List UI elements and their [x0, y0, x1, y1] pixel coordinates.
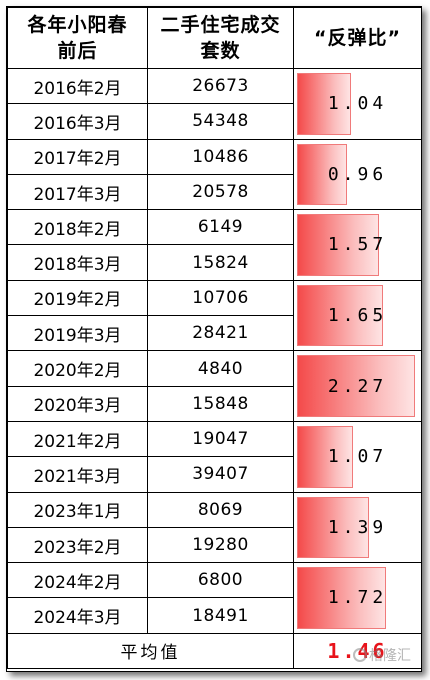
average-label: 平均值 — [7, 632, 294, 669]
month-cell: 2023年2月 — [7, 526, 148, 564]
table-row: 2024年2月 6800 1.72 — [7, 562, 421, 634]
month-cell: 2017年2月 — [7, 138, 148, 175]
table-row: 2017年2月 10486 0.96 — [7, 138, 421, 211]
transaction-count-cell: 10486 — [147, 138, 294, 175]
ratio-data-bar — [297, 425, 353, 488]
transaction-count-cell: 6800 — [147, 562, 294, 599]
month-cell: 2019年2月 — [7, 279, 148, 317]
table-row: 2020年2月 4840 2.27 — [7, 350, 421, 422]
ratio-value: 1.65 — [327, 305, 388, 327]
rebound-ratio-cell: 1.65 — [293, 279, 421, 352]
gelonghui-logo-icon — [353, 648, 367, 662]
table-row: 2024年3月 18491 — [7, 597, 422, 634]
month-cell: 2020年2月 — [7, 350, 148, 387]
header-row: 各年小阳春 前后 二手住宅成交 套数 “反弹比” — [7, 7, 421, 69]
header-transactions-line2: 套数 — [200, 40, 241, 62]
transaction-count-cell: 26673 — [147, 67, 294, 105]
rebound-ratio-cell: 1.04 — [293, 68, 421, 140]
table-row: 2021年2月 19047 1.07 — [7, 420, 421, 493]
rebound-ratio-cell: 1.57 — [293, 209, 421, 281]
transaction-count-cell: 6149 — [147, 209, 294, 246]
month-cell: 2017年3月 — [7, 173, 148, 211]
month-cell: 2021年2月 — [7, 420, 148, 458]
rebound-ratio-cell: 2.27 — [293, 350, 421, 422]
header-transactions: 二手住宅成交 套数 — [147, 7, 294, 69]
transaction-count-cell: 28421 — [147, 315, 294, 352]
rebound-ratio-cell: 1.72 — [293, 562, 421, 634]
transaction-count-cell: 54348 — [147, 103, 294, 140]
month-cell: 2018年2月 — [7, 209, 148, 246]
table-body: 2016年2月 26673 1.04 2016年3月 54348 2017年2月 10486… — [7, 67, 422, 634]
average-row: 平均值 1.46 — [7, 632, 421, 669]
month-cell: 2021年3月 — [7, 456, 148, 493]
ratio-data-bar — [297, 567, 386, 629]
transaction-count-cell: 10706 — [147, 279, 294, 317]
ratio-value: 0.96 — [327, 163, 388, 185]
ratio-value: 1.72 — [327, 587, 388, 609]
month-cell: 2024年2月 — [7, 562, 148, 599]
table-row: 2017年3月 20578 — [7, 173, 422, 211]
rebound-ratio-cell: 0.96 — [293, 138, 421, 211]
transaction-count-cell: 15848 — [147, 385, 294, 422]
ratio-value: 1.07 — [327, 446, 388, 468]
table-row: 2019年2月 10706 1.65 — [7, 279, 421, 352]
transaction-count-cell: 4840 — [147, 350, 294, 387]
ratio-data-bar — [297, 284, 383, 347]
month-cell: 2018年3月 — [7, 244, 148, 281]
watermark-text: 格隆汇 — [369, 648, 411, 664]
month-cell: 2016年2月 — [7, 67, 148, 105]
rebound-ratio-cell: 1.07 — [293, 420, 421, 493]
rebound-ratio-table: 各年小阳春 前后 二手住宅成交 套数 “反弹比” 2016年2月 26673 1.0… — [7, 7, 422, 669]
ratio-data-bar — [297, 143, 347, 206]
header-period: 各年小阳春 前后 — [7, 7, 148, 69]
watermark: 格隆汇 — [353, 645, 411, 665]
header-period-line2: 前后 — [57, 40, 98, 62]
month-cell: 2016年3月 — [7, 103, 148, 140]
transaction-count-cell: 19047 — [147, 420, 294, 458]
ratio-data-bar — [297, 214, 379, 276]
ratio-value: 2.27 — [327, 375, 388, 397]
table-row: 2021年3月 39407 — [7, 456, 422, 493]
month-cell: 2023年1月 — [7, 491, 148, 528]
rebound-ratio-cell: 1.39 — [293, 491, 421, 564]
table-row: 2023年1月 8069 1.39 — [7, 491, 421, 564]
ratio-value: 1.57 — [327, 234, 388, 256]
ratio-value: 1.04 — [327, 93, 388, 115]
transaction-count-cell: 15824 — [147, 244, 294, 281]
ratio-data-bar — [297, 496, 369, 559]
ratio-data-bar — [297, 355, 415, 417]
ratio-value: 1.39 — [327, 516, 388, 538]
transaction-count-cell: 19280 — [147, 526, 294, 564]
header-period-line1: 各年小阳春 — [27, 14, 128, 36]
transaction-count-cell: 39407 — [147, 456, 294, 493]
month-cell: 2020年3月 — [7, 385, 148, 422]
transaction-count-cell: 20578 — [147, 173, 294, 211]
table-row: 2016年2月 26673 1.04 — [7, 67, 421, 140]
transaction-count-cell: 18491 — [147, 597, 294, 634]
month-cell: 2019年3月 — [7, 315, 148, 352]
table-row: 2020年3月 15848 — [7, 385, 422, 422]
transaction-count-cell: 8069 — [147, 491, 294, 528]
table-row: 2018年2月 6149 1.57 — [7, 209, 421, 281]
ratio-data-bar — [297, 73, 351, 135]
header-rebound-ratio: “反弹比” — [293, 7, 421, 69]
header-transactions-line1: 二手住宅成交 — [160, 14, 281, 36]
month-cell: 2024年3月 — [7, 597, 148, 634]
table-frame: 各年小阳春 前后 二手住宅成交 套数 “反弹比” 2016年2月 26673 1.0… — [6, 6, 422, 672]
